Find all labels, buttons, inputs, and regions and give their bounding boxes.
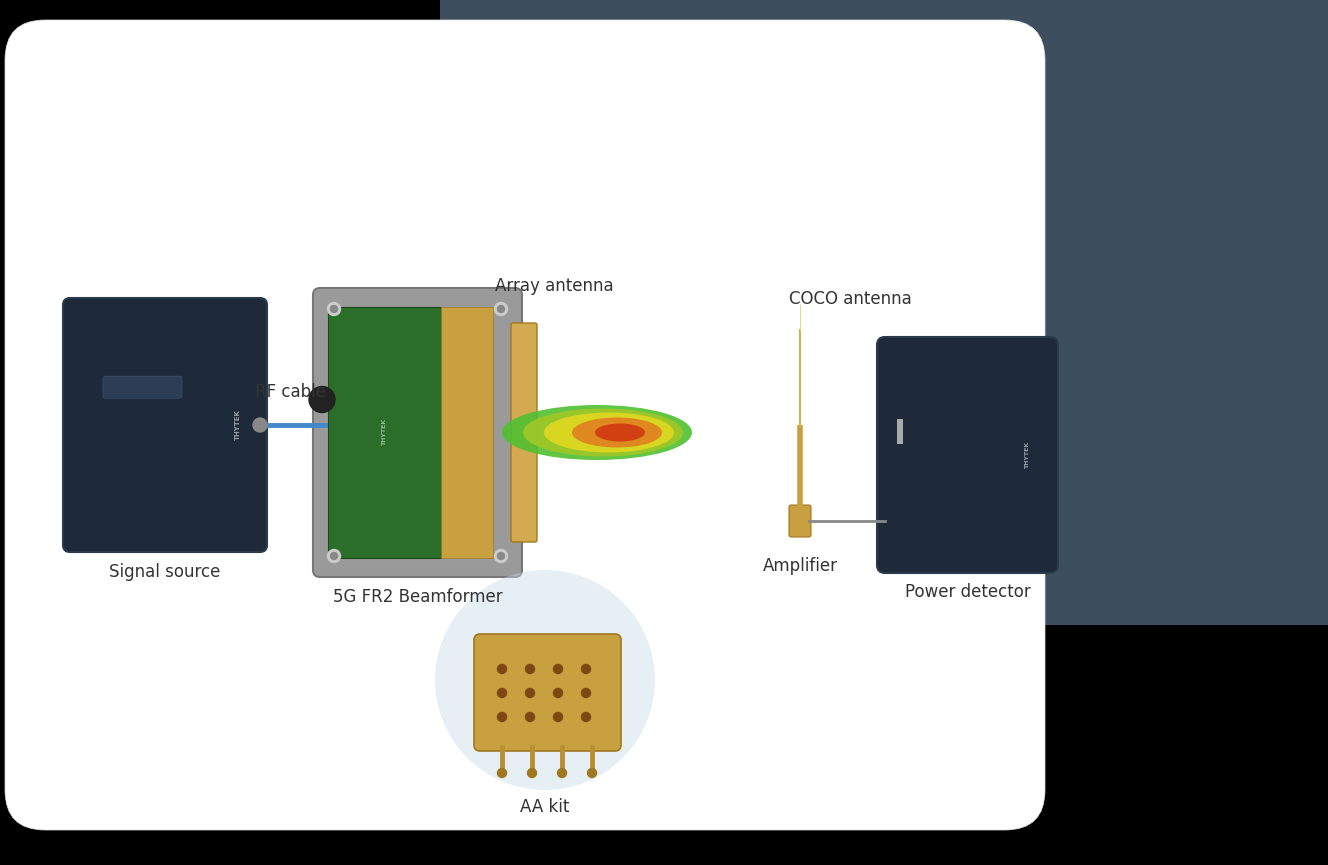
Text: Signal source: Signal source: [109, 563, 220, 581]
FancyBboxPatch shape: [104, 376, 182, 398]
Circle shape: [498, 713, 506, 721]
Text: Power detector: Power detector: [904, 583, 1031, 601]
Circle shape: [436, 570, 655, 790]
FancyBboxPatch shape: [5, 20, 1045, 830]
FancyBboxPatch shape: [313, 288, 522, 577]
FancyBboxPatch shape: [511, 323, 537, 542]
Circle shape: [498, 553, 505, 560]
Circle shape: [554, 689, 563, 697]
Circle shape: [331, 553, 337, 560]
FancyBboxPatch shape: [62, 298, 267, 552]
Text: 5G FR2 Beamformer: 5G FR2 Beamformer: [333, 588, 502, 606]
Text: RF cable: RF cable: [255, 383, 325, 401]
Ellipse shape: [572, 418, 661, 447]
Text: THYTEK: THYTEK: [1025, 441, 1031, 469]
FancyBboxPatch shape: [474, 634, 622, 751]
Circle shape: [254, 418, 267, 432]
Circle shape: [582, 664, 591, 674]
FancyBboxPatch shape: [789, 505, 811, 537]
Circle shape: [498, 305, 505, 312]
Bar: [896, 419, 903, 444]
Circle shape: [527, 768, 537, 778]
Circle shape: [494, 303, 507, 316]
Circle shape: [309, 387, 335, 413]
Circle shape: [331, 305, 337, 312]
Circle shape: [498, 689, 506, 697]
Text: THYTEK: THYTEK: [235, 409, 240, 440]
Ellipse shape: [544, 413, 675, 452]
Circle shape: [582, 713, 591, 721]
Text: Array antenna: Array antenna: [495, 277, 614, 295]
Circle shape: [526, 713, 534, 721]
Text: Amplifier: Amplifier: [762, 557, 838, 575]
Ellipse shape: [595, 424, 645, 441]
Circle shape: [498, 664, 506, 674]
Ellipse shape: [502, 405, 692, 460]
FancyBboxPatch shape: [876, 337, 1058, 573]
Ellipse shape: [523, 408, 683, 457]
FancyBboxPatch shape: [328, 307, 441, 558]
Circle shape: [328, 549, 340, 562]
FancyBboxPatch shape: [440, 0, 1328, 625]
Circle shape: [498, 768, 506, 778]
Circle shape: [554, 664, 563, 674]
Circle shape: [526, 664, 534, 674]
Circle shape: [582, 689, 591, 697]
Circle shape: [558, 768, 567, 778]
Circle shape: [587, 768, 596, 778]
Text: COCO antenna: COCO antenna: [789, 290, 911, 308]
Text: THYTEK: THYTEK: [382, 419, 386, 446]
Circle shape: [526, 689, 534, 697]
Text: AA kit: AA kit: [521, 798, 570, 816]
Circle shape: [328, 303, 340, 316]
Circle shape: [494, 549, 507, 562]
Circle shape: [554, 713, 563, 721]
FancyBboxPatch shape: [441, 307, 493, 558]
